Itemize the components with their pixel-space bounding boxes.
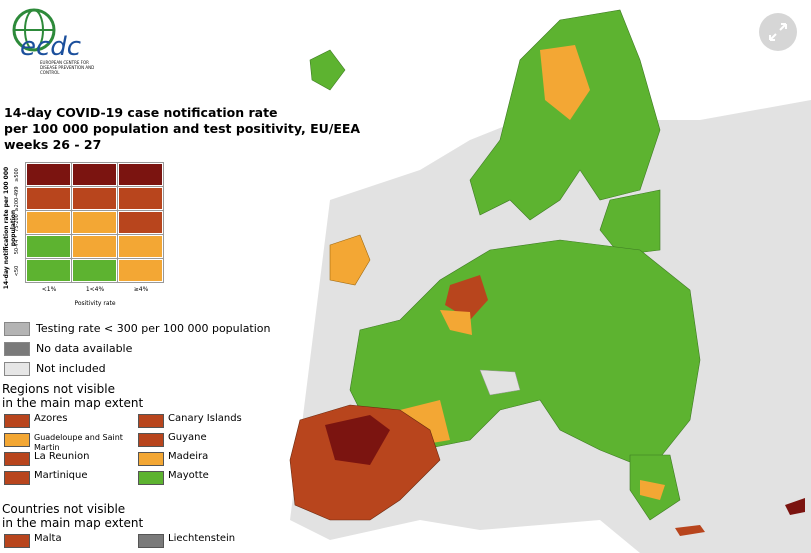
matrix-cell [71, 234, 118, 259]
legend-label: La Reunion [34, 451, 90, 462]
ireland [329, 234, 371, 286]
legend-swatch [4, 322, 30, 336]
france-south [400, 400, 450, 445]
switzerland [479, 369, 521, 396]
title-line: 14-day COVID-19 case notification rate [4, 105, 278, 120]
matrix-cell [117, 234, 164, 259]
legend-swatch [4, 534, 30, 548]
legend-label: No data available [36, 342, 133, 355]
legend-swatch [138, 414, 164, 428]
legend-swatch [138, 452, 164, 466]
legend-label: Martinique [34, 470, 88, 481]
legend-swatch [138, 433, 164, 447]
netherlands [445, 275, 488, 320]
column-label: <1% [41, 286, 57, 293]
attica [640, 480, 665, 500]
matrix-cell [25, 186, 72, 211]
iberia-core [325, 415, 390, 465]
org-name: EUROPEAN CENTRE FOR DISEASE PREVENTION A… [40, 60, 95, 75]
legend-swatch [4, 433, 30, 447]
finland-region [540, 45, 590, 120]
legend-swatch [4, 414, 30, 428]
matrix-cell [71, 258, 118, 283]
legend-label: Testing rate < 300 per 100 000 populatio… [36, 322, 271, 335]
title: 14-day COVID-19 case notification rate pe… [4, 105, 360, 153]
title-line: per 100 000 population and test positivi… [4, 121, 361, 136]
matrix-cell [117, 162, 164, 187]
matrix-cell [25, 258, 72, 283]
section-title: in the main map extent [2, 396, 144, 410]
section-title: in the main map extent [2, 516, 144, 530]
legend-label: Guyane [168, 432, 207, 443]
matrix-cell [71, 186, 118, 211]
expand-circle[interactable] [759, 13, 797, 51]
column-label: ≥4% [133, 286, 149, 293]
matrix-cell [25, 210, 72, 235]
legend-swatch [4, 471, 30, 485]
expand-icon[interactable] [769, 23, 787, 41]
matrix-cell [117, 186, 164, 211]
legend-label: Not included [36, 362, 106, 375]
legend-swatch [4, 362, 30, 376]
logo-text: ecdc [20, 32, 82, 62]
legend-swatch [4, 452, 30, 466]
matrix-cell [117, 210, 164, 235]
legend-label: Mayotte [168, 470, 209, 481]
legend-label: Canary Islands [168, 413, 242, 424]
crete [675, 525, 705, 536]
legend-swatch [138, 534, 164, 548]
matrix-cell [25, 234, 72, 259]
legend-label: Guadeloupe and Saint Martin [34, 433, 123, 452]
iceland [309, 49, 346, 91]
matrix-cell [71, 162, 118, 187]
matrix-cell [117, 258, 164, 283]
matrix-cell [25, 162, 72, 187]
x-axis-label: Positivity rate [74, 300, 116, 307]
title-line: weeks 26 - 27 [4, 137, 102, 152]
section-title: Regions not visible [2, 382, 115, 396]
cyprus [785, 498, 805, 515]
logo-globe [12, 8, 56, 52]
legend-label: Malta [34, 533, 62, 544]
column-label: 1<4% [85, 286, 105, 293]
expand-button[interactable] [758, 12, 798, 52]
section-title: Countries not visible [2, 502, 126, 516]
matrix-cell [71, 210, 118, 235]
belgium [440, 310, 472, 335]
legend-label: Madeira [168, 451, 209, 462]
y-axis-label: 14-day notification rate per 100 000 pop… [3, 166, 17, 290]
legend-swatch [4, 342, 30, 356]
legend-swatch [138, 471, 164, 485]
legend-label: Azores [34, 413, 68, 424]
legend-label: Liechtenstein [168, 533, 236, 544]
